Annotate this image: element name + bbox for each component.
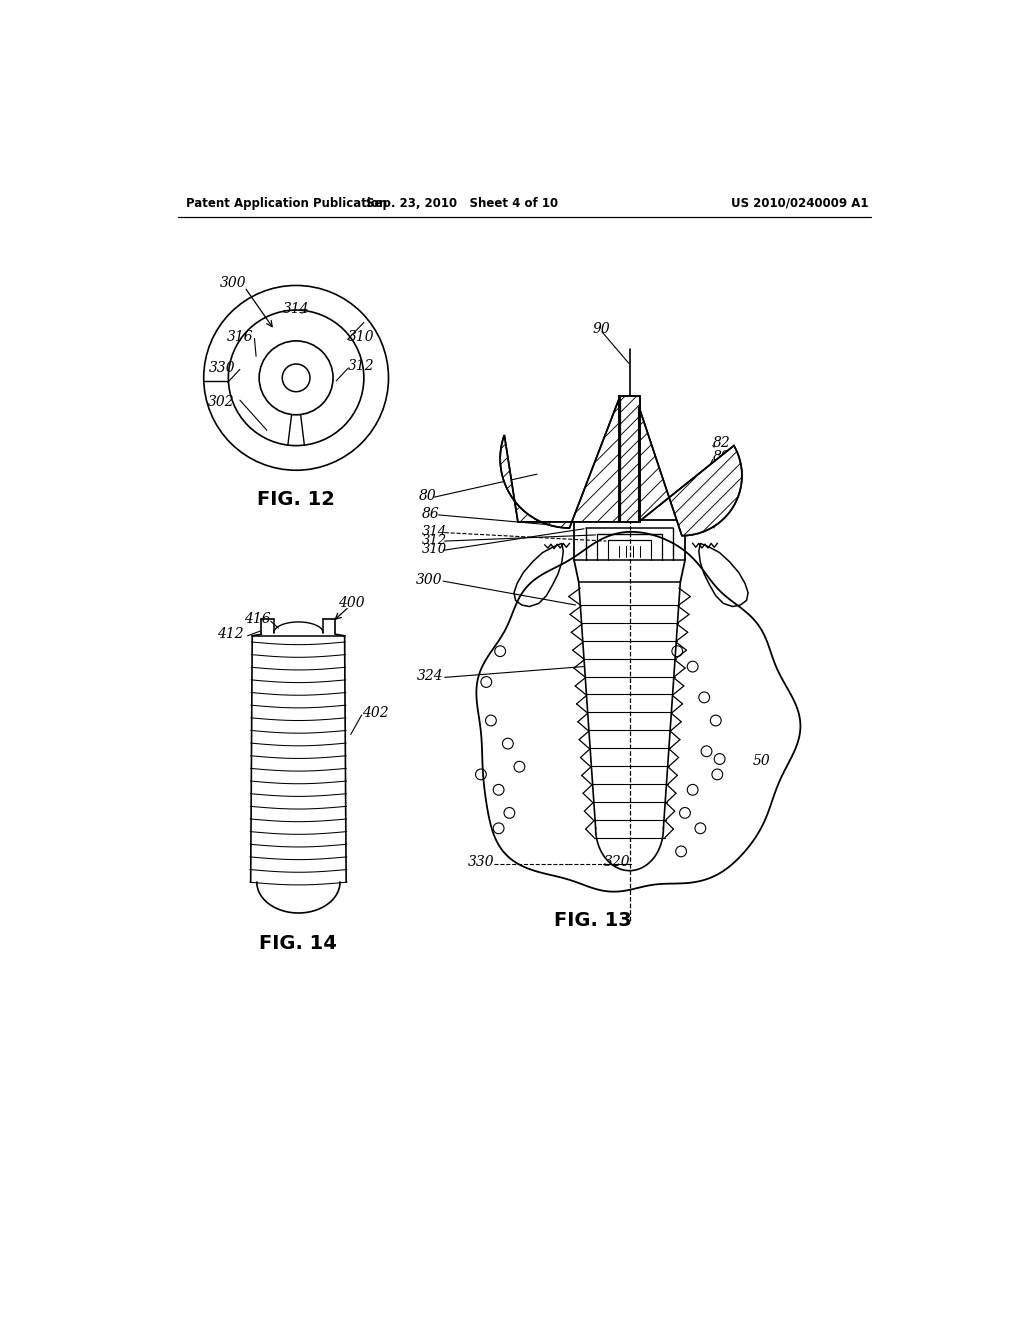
- Text: 330: 330: [468, 855, 495, 869]
- Bar: [618, 396, 640, 521]
- Text: 412: 412: [217, 627, 244, 642]
- Text: 314: 314: [422, 524, 446, 537]
- Text: 402: 402: [361, 706, 388, 719]
- Text: 50: 50: [753, 754, 770, 767]
- Text: 302: 302: [208, 395, 234, 409]
- Polygon shape: [639, 407, 742, 536]
- Text: US 2010/0240009 A1: US 2010/0240009 A1: [731, 197, 868, 210]
- Bar: [618, 396, 640, 521]
- Text: 316: 316: [226, 330, 253, 345]
- Text: 416: 416: [245, 612, 271, 626]
- Text: 400: 400: [339, 597, 366, 610]
- Text: 310: 310: [422, 543, 446, 556]
- Text: FIG. 14: FIG. 14: [259, 935, 337, 953]
- Text: FIG. 13: FIG. 13: [554, 911, 632, 931]
- Text: 314: 314: [283, 302, 309, 317]
- Text: 82: 82: [713, 437, 730, 450]
- Text: 312: 312: [348, 359, 375, 374]
- Text: 86: 86: [422, 507, 439, 521]
- Text: Patent Application Publication: Patent Application Publication: [186, 197, 387, 210]
- Text: FIG. 12: FIG. 12: [257, 490, 335, 510]
- Text: Sep. 23, 2010   Sheet 4 of 10: Sep. 23, 2010 Sheet 4 of 10: [366, 197, 558, 210]
- Text: 80: 80: [419, 488, 436, 503]
- Text: 89: 89: [713, 450, 730, 465]
- Text: 300: 300: [220, 276, 247, 290]
- Text: 320: 320: [603, 855, 630, 869]
- Polygon shape: [500, 396, 621, 528]
- Text: 310: 310: [348, 330, 375, 345]
- Text: 312: 312: [422, 533, 446, 546]
- Text: 316: 316: [713, 465, 739, 478]
- Text: 324: 324: [417, 669, 443, 682]
- Text: 84: 84: [707, 494, 724, 507]
- Text: 330: 330: [209, 360, 236, 375]
- Text: 300: 300: [416, 573, 442, 587]
- Text: 90: 90: [593, 322, 610, 337]
